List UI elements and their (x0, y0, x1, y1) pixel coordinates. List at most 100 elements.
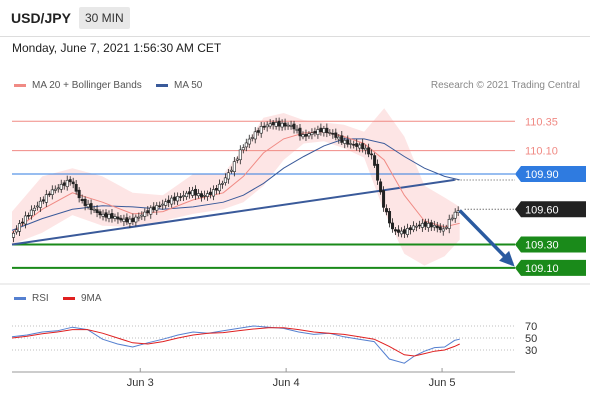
ma20-label: MA 20 + Bollinger Bands (32, 80, 142, 91)
datetime-label: Monday, June 7, 2021 1:56:30 AM CET (12, 41, 222, 55)
ma50-swatch (156, 83, 168, 87)
candle-down (435, 225, 439, 229)
candle-down (262, 125, 266, 128)
candle-up (232, 161, 236, 172)
chart-header: USD/JPY 30 MIN (0, 0, 590, 37)
x-tick-label: Jun 3 (127, 377, 154, 389)
candle-down (125, 217, 129, 223)
candle-down (376, 163, 380, 181)
candle-up (14, 229, 18, 233)
candle-up (11, 232, 15, 238)
x-tick-label: Jun 5 (429, 377, 456, 389)
candle-up (235, 158, 239, 161)
candle-up (170, 197, 174, 205)
candle-down (214, 188, 218, 191)
candle-up (229, 169, 233, 172)
candle-down (152, 206, 156, 211)
candle-up (86, 204, 90, 208)
ma20-swatch (14, 83, 26, 87)
candle-up (191, 190, 195, 196)
candle-down (104, 212, 108, 218)
candle-up (420, 223, 424, 228)
candle-down (116, 216, 120, 220)
candle-down (304, 134, 308, 137)
level-tag-109.30 (515, 236, 586, 253)
candle-down (200, 193, 204, 198)
rsi-9ma-line (11, 327, 460, 357)
candle-up (122, 218, 126, 222)
ma20-line (11, 131, 460, 234)
candle-up (247, 138, 251, 145)
candle-up (53, 188, 57, 191)
timeframe-badge[interactable]: 30 MIN (79, 7, 130, 29)
candle-down (382, 190, 386, 208)
candle-up (268, 123, 272, 127)
candle-down (256, 130, 260, 133)
candle-down (417, 224, 421, 227)
forecast-arrow-shaft (458, 209, 514, 266)
candle-up (17, 223, 21, 232)
candle-up (364, 147, 368, 151)
candle-down (355, 143, 359, 147)
rsi-tick-label: 30 (525, 345, 537, 357)
candle-down (361, 143, 365, 150)
candle-down (373, 155, 377, 166)
9ma-label: 9MA (81, 293, 102, 304)
candle-down (292, 123, 296, 130)
candle-up (92, 208, 96, 211)
legend-9ma: 9MA (63, 293, 102, 304)
candle-up (244, 142, 248, 148)
candle-up (453, 211, 457, 219)
candle-down (271, 122, 275, 126)
candle-up (137, 216, 141, 219)
candle-up (358, 144, 362, 149)
candle-up (426, 223, 430, 228)
candle-down (95, 209, 99, 213)
candle-up (205, 193, 209, 197)
candle-down (379, 181, 383, 193)
candle-up (414, 225, 418, 228)
candle-up (226, 172, 230, 180)
candle-up (447, 219, 451, 229)
candle-up (134, 216, 138, 223)
candle-down (47, 193, 51, 196)
candle-down (146, 210, 150, 214)
candle-up (310, 132, 314, 135)
candle-up (217, 183, 221, 192)
candle-up (161, 203, 165, 206)
candle-up (38, 200, 42, 208)
candle-down (83, 198, 87, 206)
candle-down (173, 196, 177, 201)
legend-ma20: MA 20 + Bollinger Bands (14, 80, 142, 91)
candle-up (450, 217, 454, 220)
candle-up (432, 225, 436, 228)
candle-up (399, 230, 403, 235)
candle-up (441, 228, 445, 232)
candle-down (423, 221, 427, 227)
candle-up (202, 195, 206, 197)
candle-up (149, 207, 153, 215)
candle-up (295, 129, 299, 131)
candle-up (44, 194, 48, 203)
candle-down (179, 196, 183, 198)
candle-down (188, 191, 192, 195)
candle-down (158, 205, 162, 208)
candle-down (346, 139, 350, 145)
candle-up (241, 147, 245, 151)
candle-up (343, 140, 347, 144)
candle-up (155, 205, 159, 211)
candle-down (331, 133, 335, 135)
level-tag-109.10 (515, 259, 586, 276)
candle-up (176, 196, 180, 202)
candle-up (405, 228, 409, 235)
symbol-label: USD/JPY (11, 10, 71, 26)
candle-up (182, 195, 186, 197)
candle-down (20, 221, 24, 224)
candle-down (41, 199, 45, 202)
candle-down (367, 147, 371, 155)
candle-up (337, 136, 341, 140)
candle-up (128, 218, 132, 224)
candle-down (394, 229, 398, 232)
candle-down (391, 222, 395, 230)
candle-up (259, 126, 263, 134)
